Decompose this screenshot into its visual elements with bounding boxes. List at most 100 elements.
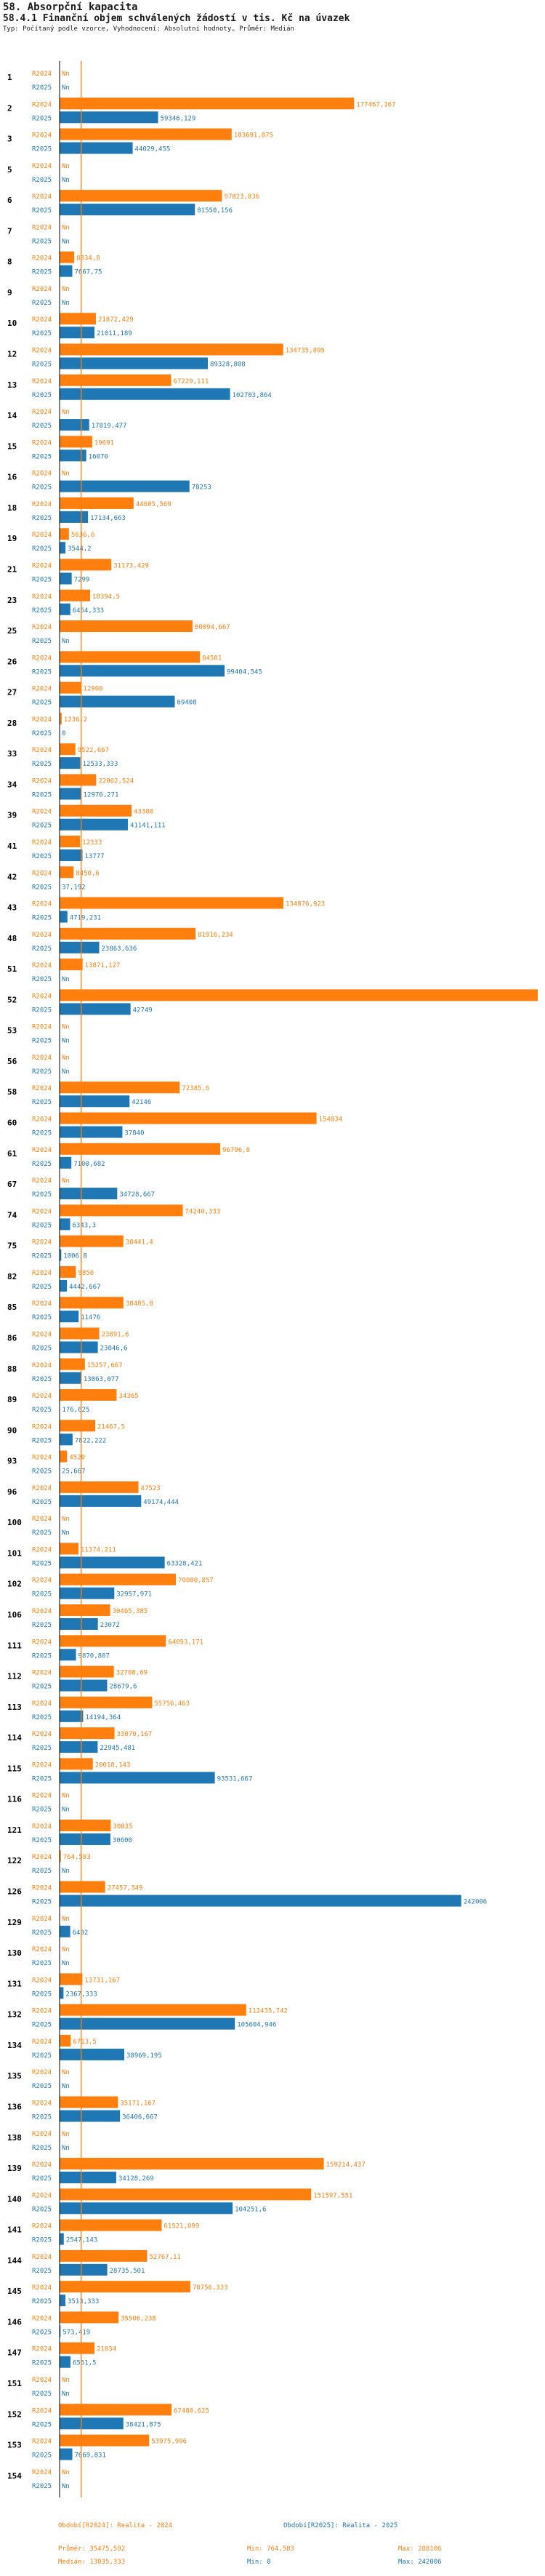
bar-r2025	[60, 1126, 123, 1138]
category-label: 153	[7, 2441, 22, 2450]
series-label: R2024	[32, 2377, 52, 2384]
data-label-r2024: 84581	[202, 655, 222, 662]
series-label: R2025	[32, 2052, 52, 2060]
series-label: R2025	[32, 1775, 52, 1783]
series-label: R2025	[32, 1130, 52, 1137]
data-label-r2025: 38421,875	[126, 2421, 161, 2428]
data-label-r2025: 32957,971	[116, 1591, 152, 1599]
series-label: R2024	[32, 1516, 52, 1523]
series-label: R2024	[32, 2284, 52, 2292]
data-label-r2025: 0	[62, 730, 65, 737]
bar-r2025	[60, 849, 83, 861]
category-label: 114	[7, 1733, 22, 1743]
bar-r2024	[60, 313, 96, 325]
series-label: R2025	[32, 1652, 52, 1660]
bar-r2025	[60, 2295, 66, 2307]
data-label-r2025: 3544,2	[68, 545, 92, 553]
data-label-r2024: 764,583	[63, 1854, 91, 1861]
series-label: R2024	[32, 962, 52, 969]
series-label: R2024	[32, 163, 52, 170]
data-label-r2025: 37,192	[62, 884, 86, 891]
data-label-r2025: 3513,333	[68, 2298, 99, 2305]
data-label-r2024: 34365	[118, 1393, 138, 1400]
bar-r2024	[60, 1850, 61, 1863]
data-label-r2024: 38485,8	[126, 1300, 153, 1308]
category-label: 141	[7, 2225, 22, 2235]
category-label: 146	[7, 2317, 22, 2327]
category-label: 75	[7, 1241, 17, 1251]
series-label: R2024	[32, 1270, 52, 1277]
series-label: R2025	[32, 2206, 52, 2213]
category-label: 1	[7, 73, 12, 82]
bar-r2025	[60, 603, 70, 615]
data-label-r2024: 9850	[78, 1270, 94, 1277]
data-label-r2024: 27457,349	[108, 1885, 143, 1892]
series-label: R2024	[32, 2192, 52, 2199]
data-label-r2025: Nn	[62, 177, 70, 184]
data-label-r2025: 28735,501	[110, 2268, 145, 2275]
series-label: R2025	[32, 238, 52, 245]
series-label: R2024	[32, 624, 52, 631]
bar-r2025	[60, 2202, 233, 2215]
data-label-r2024: 35171,167	[120, 2100, 156, 2107]
series-label: R2025	[32, 84, 52, 92]
series-label: R2025	[32, 1899, 52, 1906]
category-label: 89	[7, 1395, 17, 1404]
series-label: R2024	[32, 532, 52, 539]
bar-r2025	[60, 1218, 70, 1231]
bar-r2025	[60, 2048, 125, 2060]
series-label: R2024	[32, 132, 52, 140]
bar-r2024	[60, 897, 284, 909]
bar-r2024	[60, 528, 69, 540]
data-label-r2024: Nn	[62, 2131, 70, 2138]
bar-r2025	[60, 2172, 116, 2184]
series-label: R2024	[32, 1362, 52, 1369]
category-label: 39	[7, 811, 17, 820]
data-label-r2024: 6713,5	[73, 2039, 97, 2046]
series-label: R2025	[32, 700, 52, 707]
bar-r2025	[60, 1495, 142, 1507]
series-label: R2025	[32, 1591, 52, 1599]
data-label-r2024: 22062,524	[98, 777, 134, 785]
bar-r2025	[60, 357, 209, 369]
data-label-r2025: 176,625	[62, 1407, 89, 1414]
bar-r2024	[60, 1635, 166, 1647]
series-label: R2025	[32, 2022, 52, 2029]
series-label: R2025	[32, 423, 52, 430]
series-label: R2025	[32, 1745, 52, 1752]
data-label-r2025: Nn	[62, 2483, 70, 2490]
series-label: R2025	[32, 1068, 52, 1076]
bar-r2025	[60, 1341, 98, 1353]
series-label: R2024	[32, 777, 52, 785]
data-label-r2025: Nn	[62, 1868, 70, 1875]
data-label-r2025: Nn	[62, 976, 70, 983]
bar-r2024	[60, 1265, 76, 1278]
series-label: R2025	[32, 1314, 52, 1321]
bar-r2025	[60, 818, 128, 831]
series-label: R2025	[32, 300, 52, 307]
series-label: R2025	[32, 1837, 52, 1844]
data-label-r2024: Nn	[62, 1516, 70, 1523]
series-label: R2025	[32, 607, 52, 615]
series-label: R2025	[32, 1622, 52, 1629]
data-label-r2024: 67229,111	[174, 378, 209, 385]
data-label-r2024: 20018,143	[95, 1761, 131, 1769]
data-label-r2025: 6551,5	[73, 2360, 97, 2367]
category-label: 15	[7, 441, 17, 451]
category-label: 28	[7, 719, 17, 728]
series-label: R2024	[32, 1300, 52, 1308]
data-label-r2024: 67480,625	[174, 2407, 209, 2415]
series-label: R2025	[32, 1684, 52, 1691]
series-label: R2024	[32, 2100, 52, 2107]
data-label-r2024: 23891,6	[102, 1331, 129, 1338]
series-label: R2025	[32, 1499, 52, 1506]
bar-r2025	[60, 265, 73, 277]
series-label: R2024	[32, 2131, 52, 2138]
series-label: R2024	[32, 1455, 52, 1462]
data-label-r2025: Nn	[62, 2145, 70, 2152]
category-label: 41	[7, 841, 17, 851]
series-label: R2024	[32, 1208, 52, 1215]
data-label-r2025: 16070	[89, 453, 108, 460]
data-label-r2025: 49174,444	[143, 1499, 179, 1506]
category-label: 18	[7, 503, 17, 513]
